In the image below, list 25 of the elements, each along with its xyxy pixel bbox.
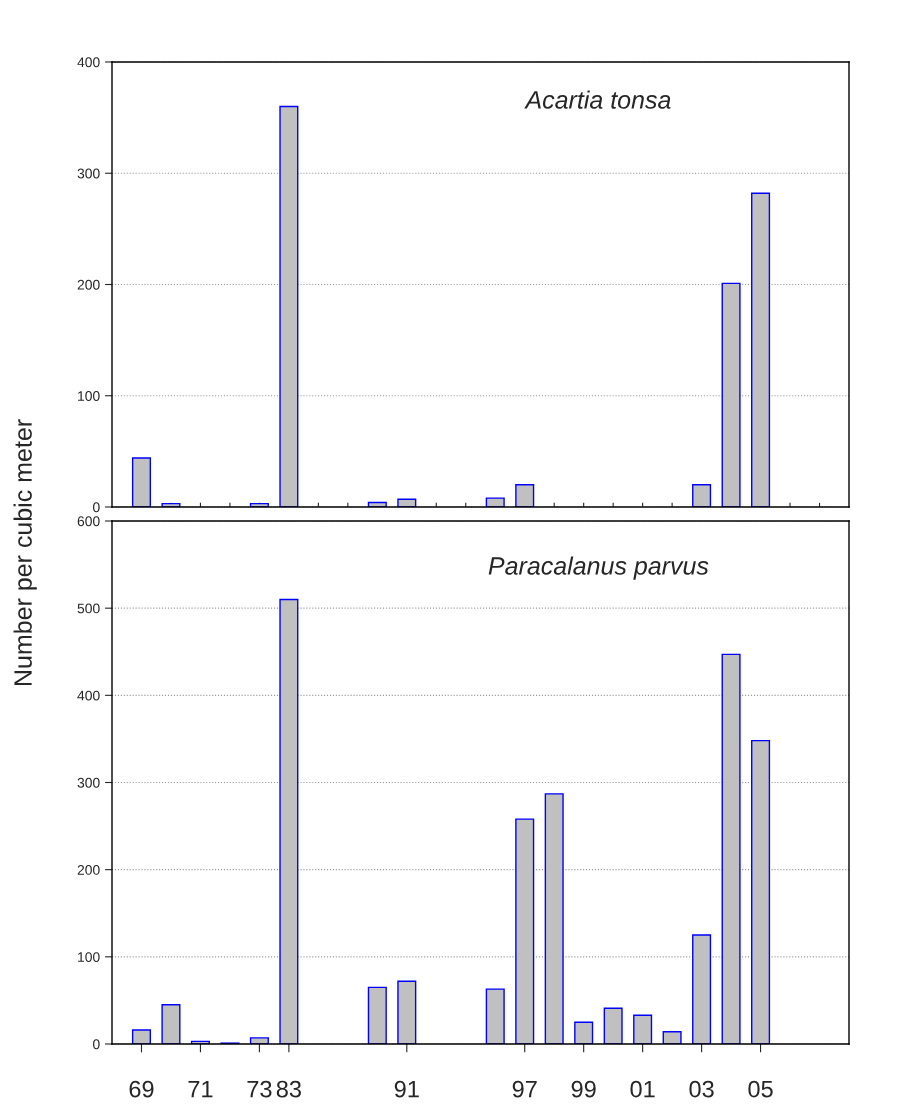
x-tick-label: 97 — [512, 1080, 537, 1098]
y-tick-label: 400 — [77, 690, 100, 701]
text: Paracalanus parvus — [488, 556, 709, 580]
x-tick-label: 99 — [571, 1080, 596, 1098]
y-tick-label: 600 — [77, 516, 100, 527]
y-tick-label: 300 — [77, 777, 100, 788]
y-tick-label: 500 — [77, 603, 100, 614]
x-tick-label: 83 — [276, 1080, 301, 1098]
x-tick-label: 03 — [689, 1080, 714, 1098]
x-tick-label: 71 — [188, 1080, 213, 1098]
x-tick-label: 05 — [748, 1080, 773, 1098]
x-tick-label: 73 — [247, 1080, 272, 1098]
y-tick-label: 200 — [77, 865, 100, 875]
x-tick-label: 91 — [394, 1080, 419, 1098]
x-tick-label: 69 — [129, 1080, 154, 1098]
x-tick-label: 01 — [630, 1080, 655, 1098]
y-tick-label: 0 — [93, 502, 100, 513]
y-tick-label: 100 — [78, 952, 100, 962]
y-tick-label: 0 — [93, 1039, 100, 1050]
y-tick-label: 100 — [78, 391, 100, 401]
text: Acartia tonsa — [524, 90, 671, 109]
y-axis-title: Number per cubic meter — [13, 419, 37, 686]
y-tick-label: 200 — [77, 279, 100, 290]
y-tick-label: 300 — [77, 168, 100, 179]
y-tick-label: 400 — [77, 57, 100, 68]
